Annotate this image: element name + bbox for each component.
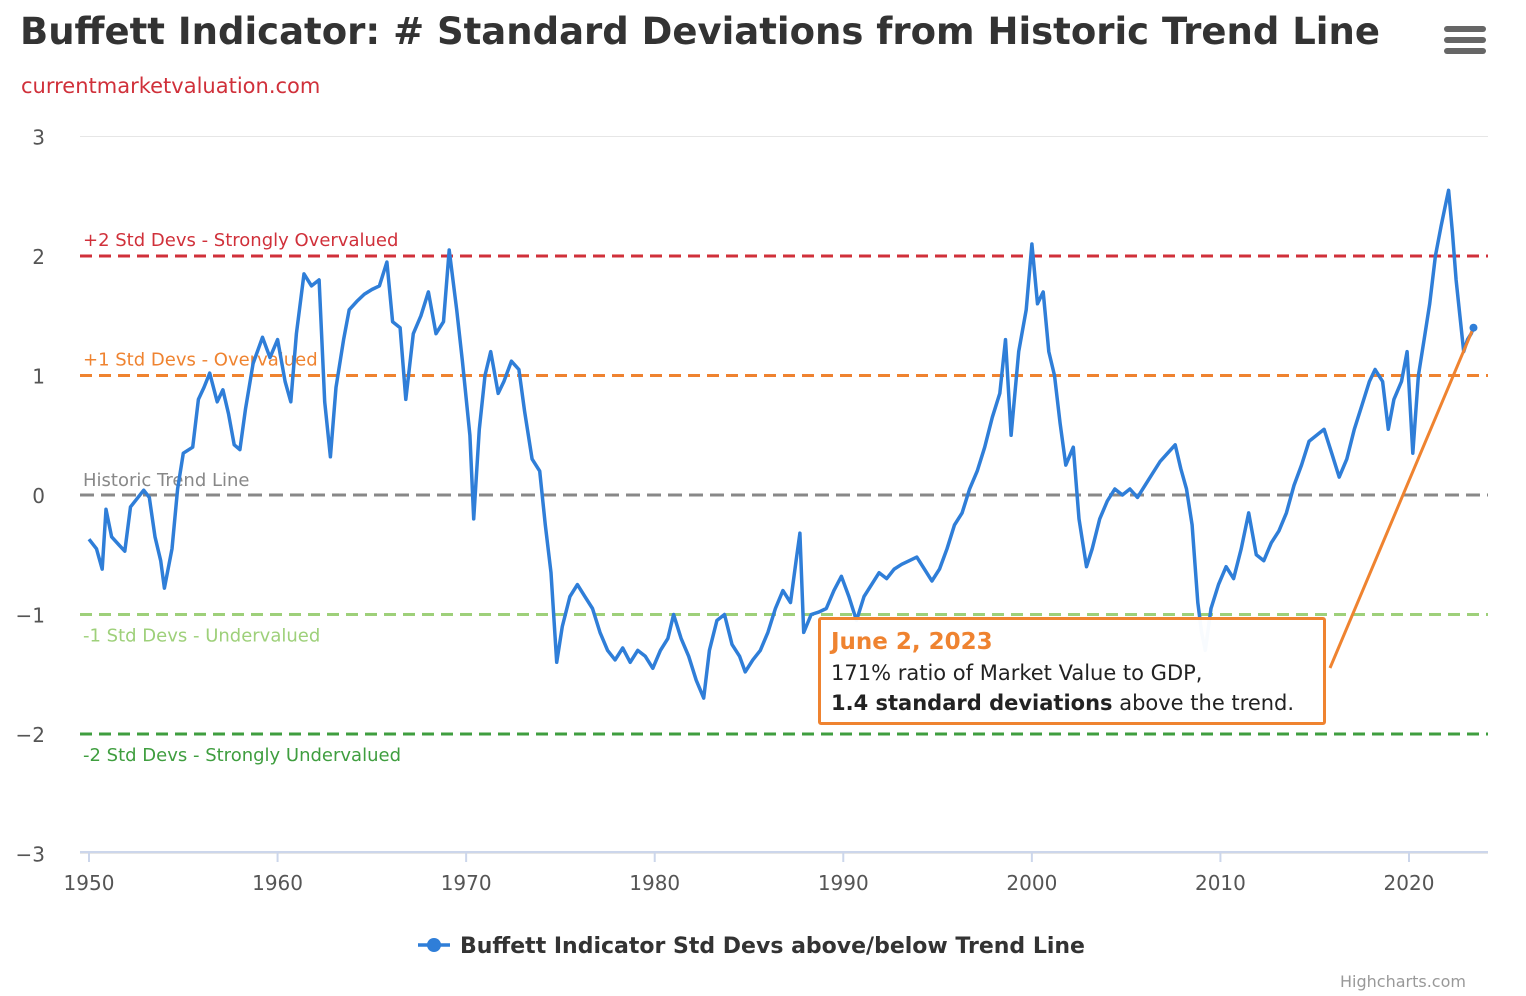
x-tick-label: 1970 xyxy=(441,871,492,895)
y-tick-label: −3 xyxy=(16,843,45,867)
tooltip: June 2, 2023 171% ratio of Market Value … xyxy=(818,617,1326,725)
callout-connector xyxy=(1328,327,1475,669)
plot-line-label: +1 Std Devs - Overvalued xyxy=(83,350,318,371)
plot-line-label: -1 Std Devs - Undervalued xyxy=(83,626,320,647)
y-tick-label: 2 xyxy=(32,245,45,269)
grid-lines xyxy=(80,136,1488,854)
x-tick-label: 1950 xyxy=(64,871,115,895)
menu-bar xyxy=(1444,48,1486,54)
menu-bar xyxy=(1444,37,1486,43)
legend[interactable]: Buffett Indicator Std Devs above/below T… xyxy=(418,934,1085,959)
plot-line-label: +2 Std Devs - Strongly Overvalued xyxy=(83,230,398,251)
x-tick-label: 2020 xyxy=(1384,871,1435,895)
y-tick-label: −1 xyxy=(16,604,45,628)
x-tick-label: 2000 xyxy=(1006,871,1057,895)
series-group xyxy=(87,188,1476,700)
tooltip-std: 1.4 standard deviations above the trend. xyxy=(831,688,1313,718)
tooltip-date: June 2, 2023 xyxy=(831,629,993,655)
legend-label[interactable]: Buffett Indicator Std Devs above/below T… xyxy=(460,934,1085,959)
axes: 3 2 1 0 −1 −2 −3 1950 1960 1970 1980 1990 2000 2010 20… xyxy=(16,126,1488,895)
x-tick-label: 2010 xyxy=(1195,871,1246,895)
callout-group xyxy=(1328,323,1478,669)
y-tick-label: −2 xyxy=(16,723,45,747)
credits-link[interactable]: Highcharts.com xyxy=(1340,972,1466,991)
menu-bar xyxy=(1444,26,1486,32)
plot-line-label: -2 Std Devs - Strongly Undervalued xyxy=(83,745,401,766)
tooltip-ratio: 171% ratio of Market Value to GDP, xyxy=(831,661,1203,685)
x-tick-label: 1990 xyxy=(818,871,869,895)
x-tick-label: 1980 xyxy=(629,871,680,895)
chart-subtitle: currentmarketvaluation.com xyxy=(21,74,321,98)
plot-lines: +2 Std Devs - Strongly Overvalued +1 Std … xyxy=(80,230,1488,766)
series-line xyxy=(87,188,1476,700)
y-tick-label: 3 xyxy=(32,126,45,150)
legend-marker xyxy=(427,938,441,952)
y-tick-label: 0 xyxy=(32,484,45,508)
chart-title: Buffett Indicator: # Standard Deviations… xyxy=(20,10,1380,53)
plot-line-label: Historic Trend Line xyxy=(83,470,250,491)
tooltip-std-value: 1.4 standard deviations xyxy=(831,691,1113,715)
tooltip-std-rest: above the trend. xyxy=(1112,691,1295,715)
hamburger-menu-icon[interactable] xyxy=(1444,26,1486,62)
last-point-marker xyxy=(1469,323,1478,332)
x-tick-label: 1960 xyxy=(252,871,303,895)
y-tick-label: 1 xyxy=(32,365,45,389)
